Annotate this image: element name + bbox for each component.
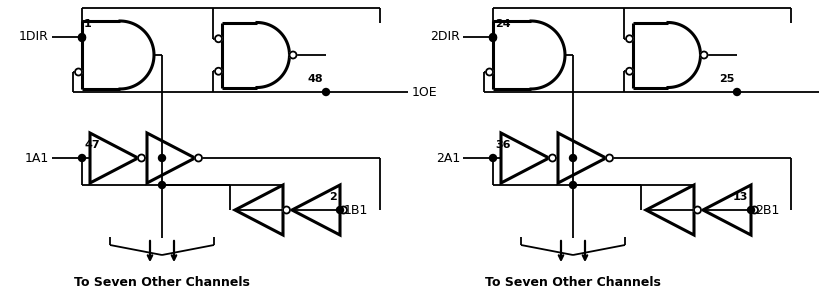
- Circle shape: [733, 88, 741, 96]
- Text: 1: 1: [84, 19, 92, 29]
- Circle shape: [322, 88, 330, 96]
- Circle shape: [747, 207, 755, 214]
- Text: 24: 24: [495, 19, 510, 29]
- Text: 2B1: 2B1: [755, 204, 779, 217]
- Circle shape: [215, 35, 222, 42]
- Circle shape: [489, 35, 496, 42]
- Circle shape: [486, 69, 493, 76]
- Circle shape: [159, 154, 165, 161]
- Text: 36: 36: [495, 140, 510, 150]
- Circle shape: [626, 68, 633, 75]
- Text: 1A1: 1A1: [25, 151, 49, 164]
- Text: 25: 25: [718, 74, 734, 84]
- Text: To Seven Other Channels: To Seven Other Channels: [74, 277, 250, 289]
- Text: 47: 47: [84, 140, 99, 150]
- Circle shape: [75, 69, 82, 76]
- Text: 2A1: 2A1: [436, 151, 460, 164]
- Circle shape: [138, 154, 145, 161]
- Circle shape: [340, 207, 347, 214]
- Circle shape: [195, 154, 202, 161]
- Circle shape: [751, 207, 758, 214]
- Circle shape: [570, 154, 576, 161]
- Circle shape: [700, 52, 708, 59]
- Circle shape: [606, 154, 613, 161]
- Circle shape: [215, 68, 222, 75]
- Circle shape: [489, 154, 496, 161]
- Circle shape: [289, 52, 297, 59]
- Circle shape: [336, 207, 344, 214]
- Text: 48: 48: [307, 74, 323, 84]
- Text: 1B1: 1B1: [344, 204, 368, 217]
- Circle shape: [626, 35, 633, 42]
- Text: To Seven Other Channels: To Seven Other Channels: [485, 277, 661, 289]
- Circle shape: [78, 35, 85, 42]
- Circle shape: [489, 33, 496, 40]
- Circle shape: [283, 207, 290, 214]
- Circle shape: [78, 33, 85, 40]
- Text: 13: 13: [732, 192, 748, 202]
- Text: 1DIR: 1DIR: [19, 30, 49, 43]
- Circle shape: [159, 181, 165, 188]
- Text: 2DIR: 2DIR: [430, 30, 460, 43]
- Circle shape: [570, 181, 576, 188]
- Circle shape: [549, 154, 556, 161]
- Circle shape: [694, 207, 701, 214]
- Text: 1OE: 1OE: [412, 86, 437, 98]
- Text: 2: 2: [330, 192, 337, 202]
- Circle shape: [78, 154, 85, 161]
